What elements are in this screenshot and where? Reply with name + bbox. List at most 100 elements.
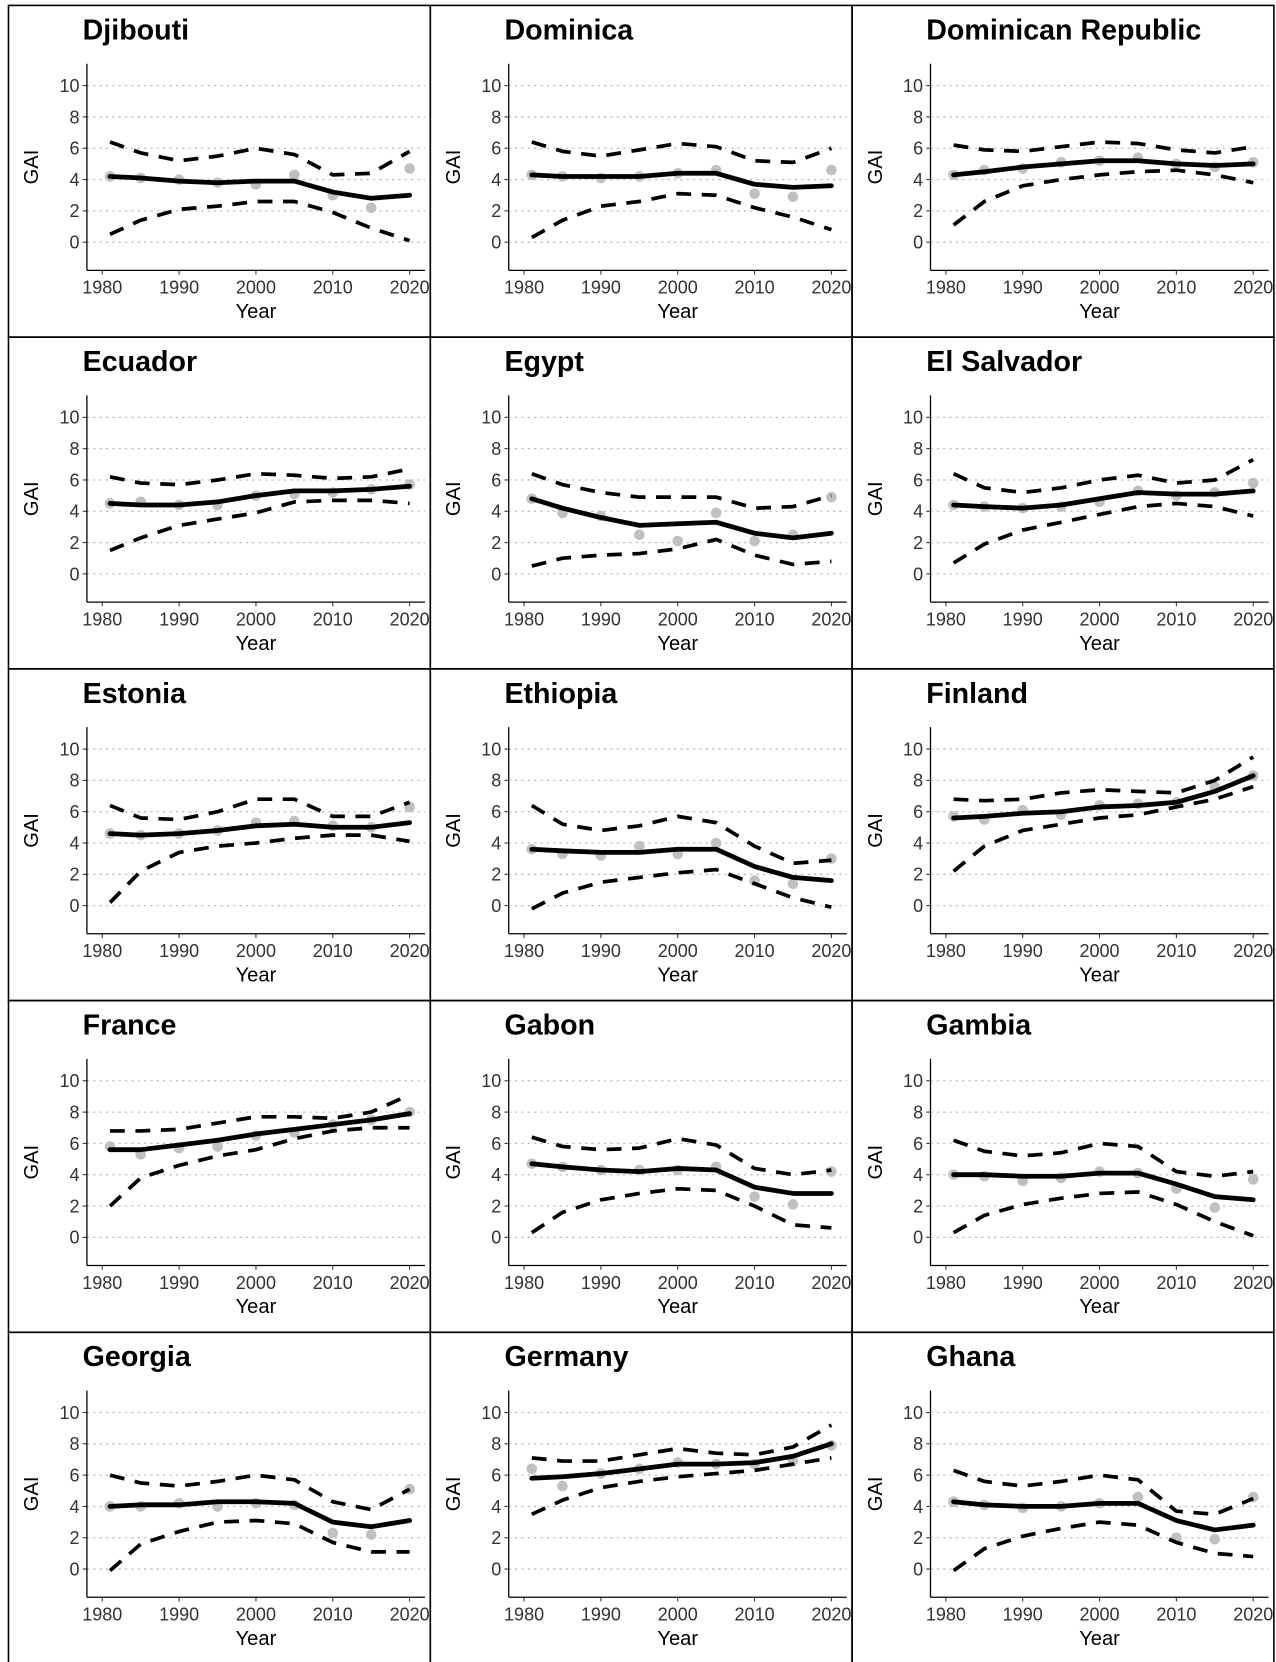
panel: Dominican Republic 0 2 4 6 8 10 1980 1990 2000 201… (851, 4, 1275, 338)
ci-line (531, 471, 832, 511)
y-tick-label: 8 (913, 1102, 923, 1122)
x-tick-label: 2000 (236, 941, 276, 961)
data-point (289, 169, 300, 181)
y-tick-label: 0 (491, 896, 501, 916)
x-tick-label: 2010 (1156, 278, 1196, 298)
ci-line (952, 1468, 1254, 1517)
y-axis-label: GAI (865, 1145, 887, 1180)
x-tick-label: 1980 (504, 278, 544, 298)
x-tick-label: 2020 (811, 278, 851, 298)
x-tick-label: 2020 (1233, 609, 1273, 629)
x-tick-label: 1980 (504, 941, 544, 961)
y-tick-label: 6 (913, 802, 923, 822)
data-point (826, 164, 837, 176)
ci-line (530, 1186, 832, 1235)
fit-line (529, 1441, 834, 1481)
y-tick-label: 8 (913, 1434, 923, 1454)
y-tick-label: 4 (491, 1497, 501, 1517)
panel: France 0 2 4 6 8 10 1980 1990 2000 2010 2020 Year GAI (7, 999, 432, 1334)
panel: Georgia 0 2 4 6 8 10 1980 1990 2000 2010 2020 Year GA… (7, 1331, 432, 1662)
ci-line (109, 797, 411, 822)
x-tick-label: 2020 (1233, 1273, 1273, 1293)
panel: Ethiopia 0 2 4 6 8 10 1980 1990 2000 2010 2020 Year G… (429, 668, 853, 1002)
y-axis-label: GAI (21, 813, 43, 848)
x-tick-label: 1990 (159, 609, 199, 629)
x-tick-label: 1990 (581, 609, 621, 629)
x-tick-label: 2000 (236, 1273, 276, 1293)
y-tick-label: 4 (491, 502, 501, 522)
y-tick-label: 4 (69, 1497, 79, 1517)
y-tick-label: 10 (59, 76, 79, 96)
y-tick-label: 0 (69, 564, 79, 584)
x-axis-label: Year (1079, 964, 1120, 986)
y-tick-label: 2 (913, 1528, 923, 1548)
ci-line (109, 498, 410, 553)
y-tick-label: 0 (491, 233, 501, 253)
y-tick-label: 8 (491, 1102, 501, 1122)
y-tick-label: 8 (913, 771, 923, 791)
y-tick-label: 10 (481, 408, 501, 428)
x-tick-label: 2010 (735, 1273, 775, 1293)
panel: Egypt 0 2 4 6 8 10 1980 1990 2000 2010 2020 Year GAI (429, 336, 853, 670)
panel: Djibouti 0 2 4 6 8 10 1980 1990 2000 2010 2020 Year G… (7, 4, 432, 338)
panel-title: Georgia (83, 1341, 192, 1373)
ci-line (953, 140, 1254, 155)
ci-line (952, 1138, 1254, 1179)
y-tick-label: 10 (481, 1403, 501, 1423)
x-tick-label: 1980 (504, 1605, 544, 1625)
ci-line (952, 501, 1254, 565)
y-tick-label: 10 (903, 408, 923, 428)
y-tick-label: 6 (69, 1134, 79, 1154)
y-tick-label: 4 (491, 833, 501, 853)
y-tick-label: 2 (491, 1196, 501, 1216)
x-tick-label: 2020 (390, 1273, 430, 1293)
x-axis-label: Year (1079, 1296, 1120, 1318)
panel: Gabon 0 2 4 6 8 10 1980 1990 2000 2010 2020 Year GAI (429, 999, 853, 1334)
ci-line (108, 833, 410, 904)
y-tick-label: 0 (69, 233, 79, 253)
y-tick-label: 8 (69, 771, 79, 791)
data-point (710, 507, 722, 519)
x-tick-label: 2000 (658, 941, 698, 961)
fit-line (107, 1499, 412, 1530)
y-axis-label: GAI (443, 481, 465, 516)
data-point (1132, 1491, 1144, 1503)
x-tick-label: 2020 (1233, 278, 1273, 298)
y-tick-label: 6 (491, 139, 501, 159)
data-point (327, 1527, 339, 1539)
x-axis-label: Year (657, 964, 698, 986)
x-tick-label: 2010 (313, 941, 353, 961)
x-tick-label: 1980 (82, 1605, 122, 1625)
y-axis-label: GAI (21, 481, 43, 516)
y-tick-label: 2 (913, 533, 923, 553)
panel-title: Dominica (504, 14, 634, 46)
y-tick-label: 8 (491, 771, 501, 791)
fit-line (951, 773, 1256, 821)
y-tick-label: 4 (491, 170, 501, 190)
x-tick-label: 1980 (82, 941, 122, 961)
y-tick-label: 4 (913, 170, 923, 190)
y-axis-label: GAI (865, 150, 887, 185)
x-axis-label: Year (236, 301, 277, 323)
x-axis-label: Year (1079, 633, 1120, 655)
y-tick-label: 2 (913, 865, 923, 885)
x-axis-label: Year (1079, 1628, 1120, 1650)
data-point (749, 1191, 760, 1202)
x-tick-label: 2010 (1156, 1273, 1196, 1293)
x-tick-label: 2020 (811, 1273, 851, 1293)
y-tick-label: 2 (913, 201, 923, 221)
x-tick-label: 1990 (159, 941, 199, 961)
data-point (212, 1141, 223, 1152)
x-tick-label: 2000 (1080, 278, 1120, 298)
panel-title: Germany (504, 1341, 628, 1373)
ci-line (109, 467, 410, 487)
fit-line (107, 174, 412, 201)
data-point (672, 535, 684, 547)
panel-title: Djibouti (83, 14, 189, 46)
fit-line (107, 820, 412, 838)
ci-line (531, 1135, 832, 1177)
x-tick-label: 1980 (926, 1273, 966, 1293)
y-tick-label: 6 (491, 1465, 501, 1485)
y-tick-label: 4 (913, 1497, 923, 1517)
